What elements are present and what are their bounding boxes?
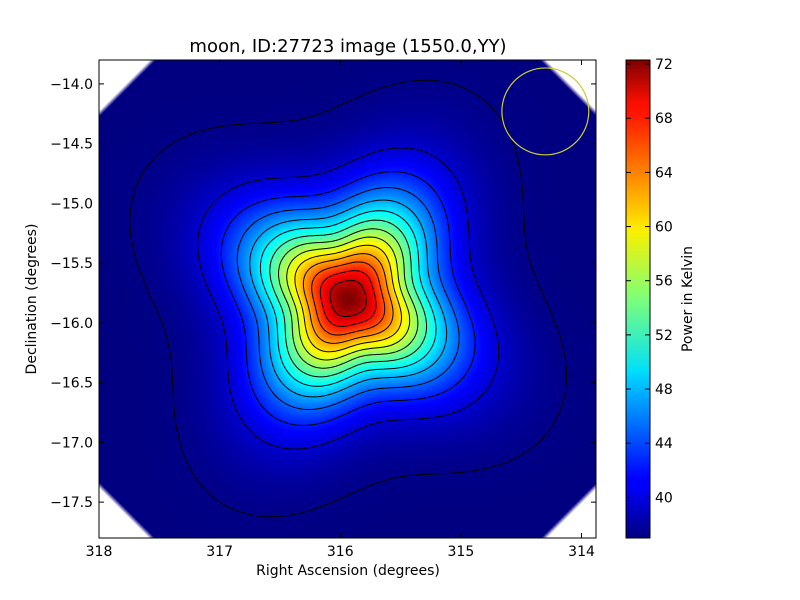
colorbar: 40 44 48 52 56 60 64 68 72 Power in Kelvin	[625, 57, 696, 539]
contour-line	[129, 79, 567, 518]
y-tick-label: −15.5	[50, 256, 93, 272]
contour-line	[236, 187, 460, 410]
colorbar-label: Power in Kelvin	[680, 246, 696, 352]
y-axis-ticks: −14.0 −14.5 −15.0 −15.5 −16.0 −16.5 −17.0 −17.5	[50, 77, 596, 511]
x-axis-ticks: 318 317 316 315 314	[86, 60, 595, 560]
colorbar-tick-label: 72	[655, 57, 673, 73]
plot-frame	[98, 59, 597, 539]
colorbar-tick-label: 48	[655, 382, 673, 398]
x-tick-label: 315	[448, 544, 475, 560]
contour-line	[259, 210, 437, 387]
x-axis-label: Right Ascension (degrees)	[256, 563, 440, 579]
x-tick-label: 316	[327, 544, 354, 560]
plot-area	[98, 59, 597, 539]
y-tick-label: −17.5	[50, 495, 93, 511]
contour-line	[249, 199, 448, 398]
colorbar-tick-label: 60	[655, 220, 673, 236]
y-tick-label: −17.0	[50, 435, 93, 451]
contour-line	[278, 228, 419, 369]
x-tick-label: 318	[86, 544, 113, 560]
y-tick-label: −16.5	[50, 376, 93, 392]
colorbar-tick-label: 44	[655, 436, 673, 452]
contour-line	[294, 244, 402, 353]
colorbar-tick-label: 64	[655, 165, 673, 181]
colorbar-tick-label: 56	[655, 274, 673, 290]
colorbar-gradient	[626, 60, 650, 538]
contour-line	[286, 236, 411, 361]
colorbar-ticks: 40 44 48 52 56 60 64 68 72	[626, 57, 673, 506]
contour-line	[311, 261, 386, 336]
contour-line	[220, 171, 476, 426]
y-tick-label: −14.0	[50, 77, 93, 93]
contour-line	[319, 270, 377, 327]
x-tick-label: 314	[568, 544, 595, 560]
colorbar-tick-label: 68	[655, 111, 673, 127]
colorbar-tick-label: 52	[655, 328, 673, 344]
beam-circle	[501, 67, 590, 156]
chart-title: moon, ID:27723 image (1550.0,YY)	[189, 36, 506, 57]
intensity-image	[99, 60, 596, 538]
colorbar-frame	[625, 59, 651, 539]
contour-line	[269, 219, 428, 378]
colorbar-tick-label: 40	[655, 490, 673, 506]
contour-line	[329, 280, 367, 317]
contour-lines	[129, 79, 567, 518]
contour-line	[197, 147, 500, 450]
y-axis-label: Declination (degrees)	[24, 224, 40, 375]
y-tick-label: −16.0	[50, 316, 93, 332]
y-tick-label: −14.5	[50, 137, 93, 153]
x-tick-label: 317	[206, 544, 233, 560]
y-tick-label: −15.0	[50, 196, 93, 212]
contour-line	[302, 253, 394, 344]
